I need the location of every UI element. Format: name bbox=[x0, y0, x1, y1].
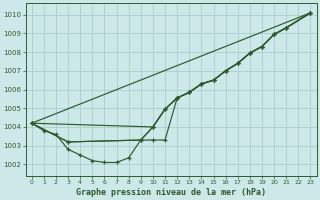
X-axis label: Graphe pression niveau de la mer (hPa): Graphe pression niveau de la mer (hPa) bbox=[76, 188, 266, 197]
